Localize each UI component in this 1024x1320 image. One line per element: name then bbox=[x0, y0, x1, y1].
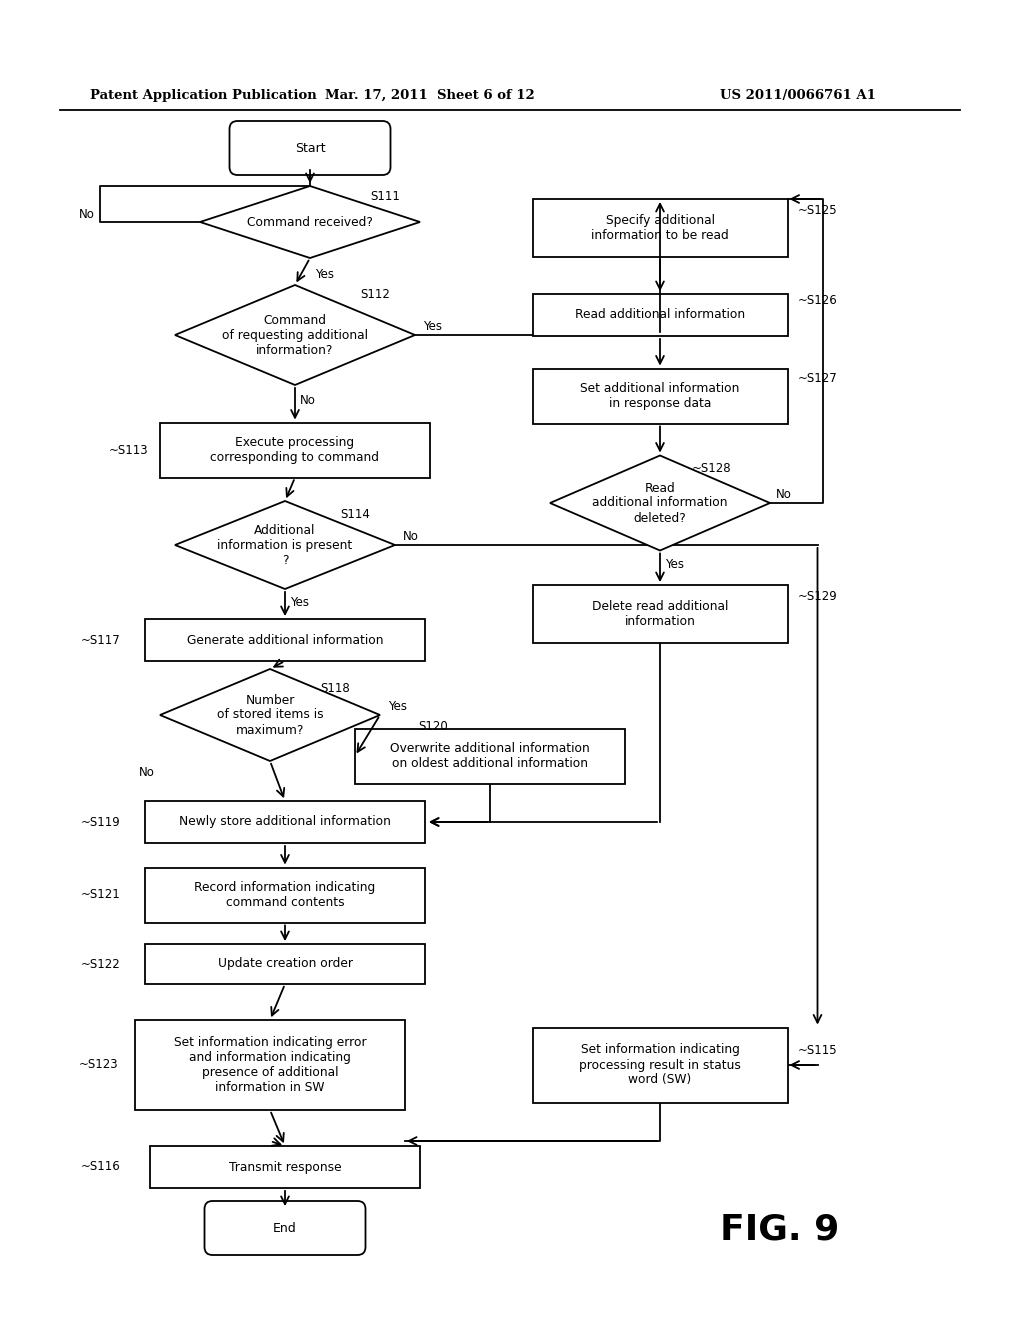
Bar bbox=[532, 585, 787, 643]
Text: Overwrite additional information
on oldest additional information: Overwrite additional information on olde… bbox=[390, 742, 590, 770]
Text: ~S127: ~S127 bbox=[798, 371, 838, 384]
Bar bbox=[532, 368, 787, 424]
Bar bbox=[532, 294, 787, 337]
Text: Start: Start bbox=[295, 141, 326, 154]
Text: Newly store additional information: Newly store additional information bbox=[179, 816, 391, 829]
Bar bbox=[145, 944, 425, 983]
Text: ~S123: ~S123 bbox=[79, 1059, 118, 1072]
Text: S112: S112 bbox=[360, 289, 390, 301]
Bar bbox=[145, 619, 425, 661]
Text: ~S128: ~S128 bbox=[692, 462, 731, 474]
Text: ~S116: ~S116 bbox=[80, 1160, 120, 1173]
Bar bbox=[532, 1027, 787, 1102]
Bar bbox=[135, 1020, 406, 1110]
Text: Set information indicating
processing result in status
word (SW): Set information indicating processing re… bbox=[579, 1044, 741, 1086]
Text: S111: S111 bbox=[370, 190, 400, 202]
Text: Set information indicating error
and information indicating
presence of addition: Set information indicating error and inf… bbox=[174, 1036, 367, 1094]
Text: No: No bbox=[139, 767, 155, 780]
Text: No: No bbox=[403, 531, 419, 544]
Text: End: End bbox=[273, 1221, 297, 1234]
Text: Specify additional
information to be read: Specify additional information to be rea… bbox=[591, 214, 729, 242]
Text: No: No bbox=[776, 488, 792, 502]
Text: Delete read additional
information: Delete read additional information bbox=[592, 601, 728, 628]
Text: Record information indicating
command contents: Record information indicating command co… bbox=[195, 880, 376, 909]
Text: Yes: Yes bbox=[423, 321, 442, 334]
Text: Command
of requesting additional
information?: Command of requesting additional informa… bbox=[222, 314, 368, 356]
Text: No: No bbox=[79, 207, 95, 220]
Text: Mar. 17, 2011  Sheet 6 of 12: Mar. 17, 2011 Sheet 6 of 12 bbox=[326, 88, 535, 102]
Polygon shape bbox=[550, 455, 770, 550]
Text: ~S122: ~S122 bbox=[80, 957, 120, 970]
Text: No: No bbox=[300, 395, 315, 408]
Text: Command received?: Command received? bbox=[247, 215, 373, 228]
Text: ~S115: ~S115 bbox=[798, 1044, 838, 1056]
Bar bbox=[150, 1146, 420, 1188]
Bar bbox=[160, 422, 430, 478]
Text: Yes: Yes bbox=[388, 701, 407, 714]
Text: ~S119: ~S119 bbox=[80, 816, 120, 829]
Polygon shape bbox=[160, 669, 380, 762]
Text: S114: S114 bbox=[340, 508, 370, 521]
Text: S120: S120 bbox=[418, 719, 447, 733]
FancyBboxPatch shape bbox=[205, 1201, 366, 1255]
Text: Additional
information is present
?: Additional information is present ? bbox=[217, 524, 352, 566]
Text: S118: S118 bbox=[319, 681, 350, 694]
Text: Transmit response: Transmit response bbox=[228, 1160, 341, 1173]
Polygon shape bbox=[175, 285, 415, 385]
Text: ~S113: ~S113 bbox=[109, 444, 148, 457]
Polygon shape bbox=[200, 186, 420, 257]
Bar bbox=[532, 199, 787, 257]
Text: ~S117: ~S117 bbox=[80, 634, 120, 647]
Bar bbox=[355, 729, 625, 784]
Text: Yes: Yes bbox=[665, 558, 684, 572]
Text: ~S129: ~S129 bbox=[798, 590, 838, 602]
Text: Execute processing
corresponding to command: Execute processing corresponding to comm… bbox=[211, 436, 380, 465]
Text: ~S126: ~S126 bbox=[798, 293, 838, 306]
Text: Read
additional information
deleted?: Read additional information deleted? bbox=[592, 482, 728, 524]
Text: Yes: Yes bbox=[290, 597, 309, 610]
Polygon shape bbox=[175, 502, 395, 589]
Text: ~S125: ~S125 bbox=[798, 203, 838, 216]
Text: Set additional information
in response data: Set additional information in response d… bbox=[581, 381, 739, 411]
Bar bbox=[145, 801, 425, 843]
Text: US 2011/0066761 A1: US 2011/0066761 A1 bbox=[720, 88, 876, 102]
Text: Generate additional information: Generate additional information bbox=[186, 634, 383, 647]
Text: Read additional information: Read additional information bbox=[574, 309, 745, 322]
Text: FIG. 9: FIG. 9 bbox=[720, 1213, 840, 1247]
Text: Number
of stored items is
maximum?: Number of stored items is maximum? bbox=[217, 693, 324, 737]
Text: Patent Application Publication: Patent Application Publication bbox=[90, 88, 316, 102]
FancyBboxPatch shape bbox=[229, 121, 390, 176]
Text: Update creation order: Update creation order bbox=[217, 957, 352, 970]
Bar bbox=[145, 867, 425, 923]
Text: ~S121: ~S121 bbox=[80, 888, 120, 902]
Text: Yes: Yes bbox=[315, 268, 334, 281]
